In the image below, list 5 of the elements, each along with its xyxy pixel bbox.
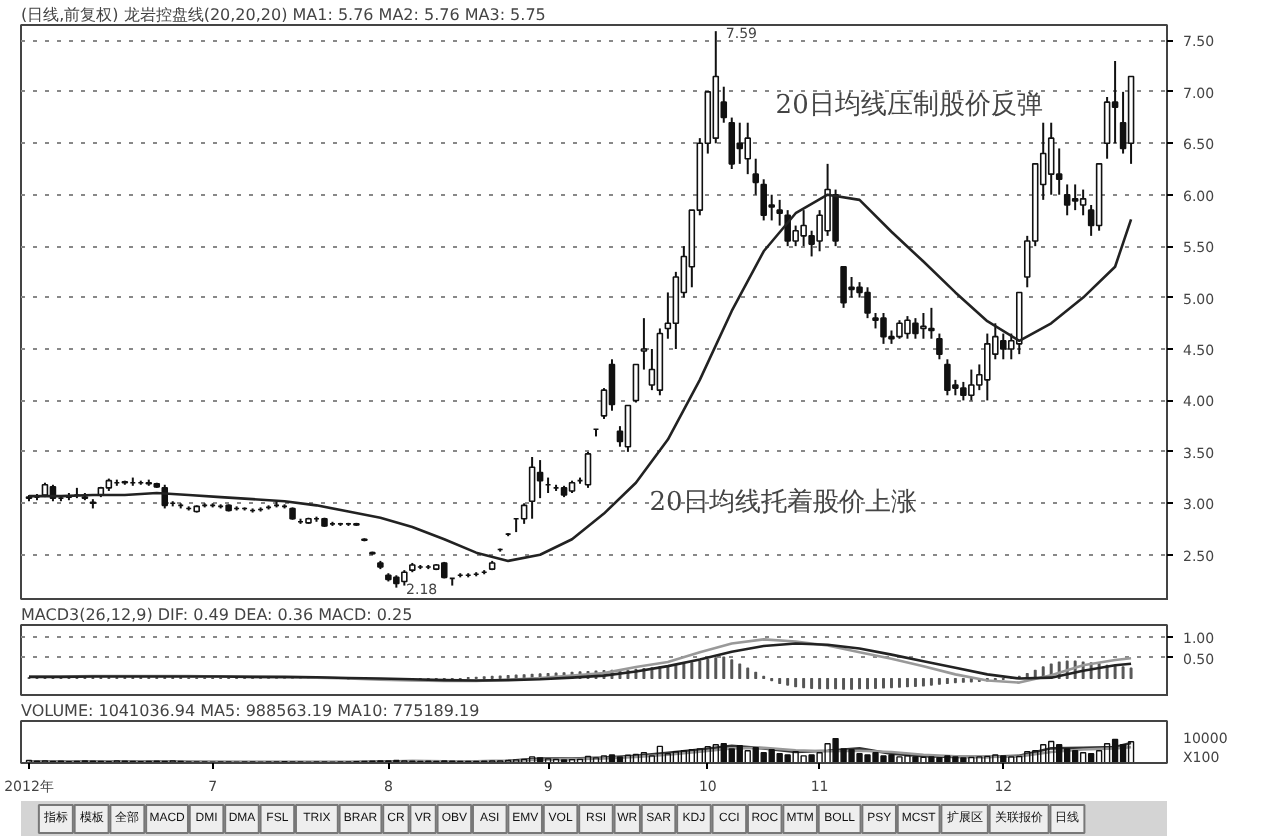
annotation: 20日均线压制股价反弹 (775, 90, 1043, 121)
chart-title: MACD3(26,12,9) DIF: 0.49 DEA: 0.36 MACD: 0.25 (21, 606, 413, 624)
chart-title: VOLUME: 1041036.94 MA5: 988563.19 MA10: 775189.19 (21, 702, 480, 720)
chart-title: (日线,前复权) 龙岩控盘线(20,20,20) MA1: 5.76 MA2: 5.76 MA3: 5.75 (21, 6, 546, 24)
annotation: 20日均线托着股价上涨 (649, 486, 917, 519)
